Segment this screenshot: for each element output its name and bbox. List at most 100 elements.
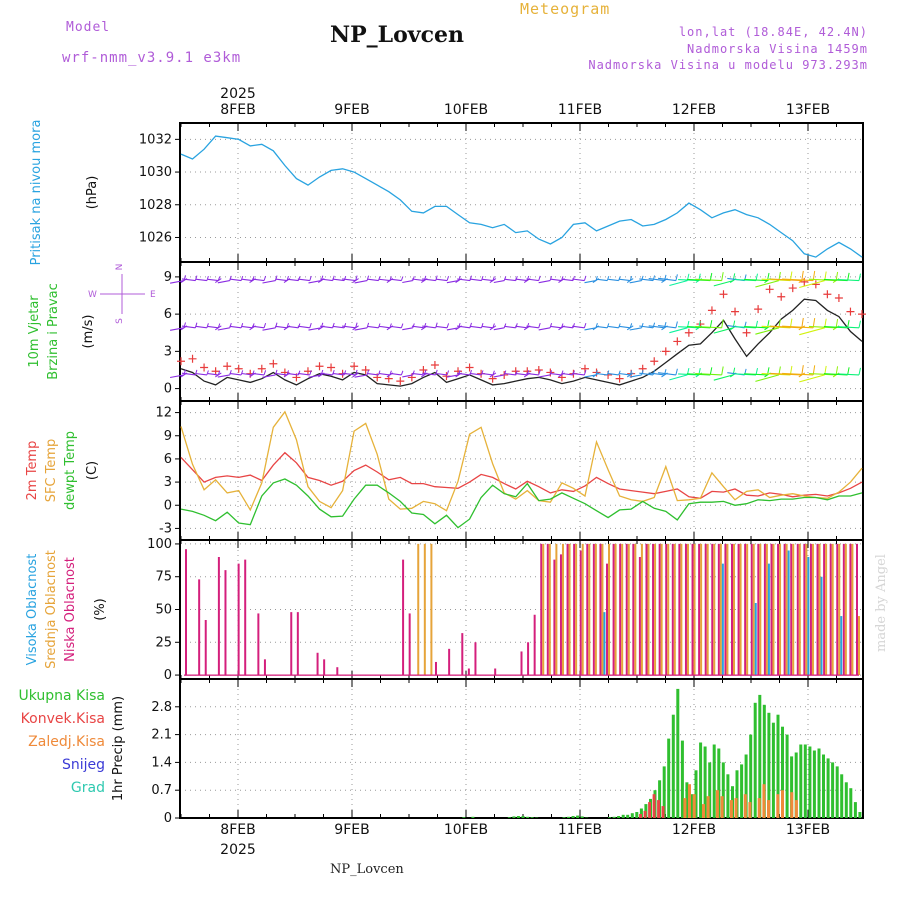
wind-barb (332, 325, 345, 329)
wind-barb (391, 278, 402, 282)
wind-barb (713, 374, 734, 381)
wind-barb-flag (515, 323, 518, 328)
wind-barb (837, 326, 860, 329)
wind-barb (618, 372, 631, 376)
precip-bar (680, 740, 684, 818)
wind-barb-flag (538, 370, 541, 376)
precip-bar (790, 792, 794, 818)
wind-barb (367, 373, 379, 376)
precip-bar (617, 816, 621, 818)
precip-bar (757, 798, 761, 818)
compass-e: E (150, 290, 156, 300)
wind-barb (469, 325, 482, 329)
y-tick-label: 1.4 (151, 755, 172, 770)
x-tick-label-bottom: 9FEB (334, 822, 369, 838)
wind-barb (207, 373, 219, 376)
x-tick-label-top: 8FEB (220, 102, 255, 118)
wind-barb-flag (858, 273, 861, 281)
wind-barb-flag (583, 370, 587, 376)
gust-marker (465, 363, 474, 372)
wind-barb (308, 280, 322, 284)
wind-barb-flag (366, 369, 370, 376)
wind-barb (735, 279, 757, 282)
x-tick-label-top: 13FEB (786, 102, 830, 118)
wind-barb (550, 325, 562, 329)
precip-bar (635, 812, 639, 818)
wind-barb-flag (332, 275, 335, 281)
wind-barb (297, 278, 310, 282)
gust-marker (731, 307, 740, 316)
wind-barb-flag (835, 366, 839, 375)
precip-bar (758, 694, 762, 818)
gust-marker (177, 357, 185, 366)
wind-barb-flag (526, 322, 530, 328)
precip-bar (835, 766, 839, 818)
precip-bar (749, 734, 753, 818)
gust-marker (327, 363, 336, 372)
y-tick-label: -3 (159, 521, 172, 536)
x-tick-label-top: 9FEB (334, 102, 369, 118)
wind-barb-flag (652, 275, 656, 281)
wind-barb (755, 327, 780, 335)
y-tick-label: 3 (164, 344, 172, 359)
wind-barb-flag (400, 276, 404, 281)
precip-bar (853, 802, 857, 818)
wind-barb-flag (641, 370, 644, 376)
wind-barb-flag (847, 320, 850, 328)
wind-barb-flag (858, 320, 861, 328)
unit-label: (hPa) (85, 176, 100, 210)
wind-barb (262, 280, 276, 284)
wind-barb-flag (332, 322, 335, 328)
precip-bar (858, 812, 862, 818)
y-tick-label: 6 (164, 307, 172, 322)
y-tick-label: 9 (164, 429, 172, 444)
wind-barb-flag (320, 369, 324, 376)
wind-barb-flag (400, 323, 404, 328)
wind-barb (435, 325, 448, 329)
wind-barb (217, 327, 230, 331)
wind-barb-flag (583, 275, 587, 281)
precip-bar (643, 810, 647, 818)
wind-barb (402, 374, 413, 378)
coords-label: lon,lat (18.84E, 42.4N) (678, 25, 868, 39)
wind-barb (217, 374, 230, 378)
axis-title: Pritisak na nivou mora (29, 120, 44, 266)
wind-barb-flag (503, 276, 507, 281)
footer-title: NP_Lovcen (330, 862, 404, 877)
wind-barb-flag (652, 369, 656, 376)
wind-barb (782, 372, 814, 376)
gust-marker (430, 361, 439, 370)
wind-barb (596, 372, 608, 376)
precip-bar (703, 746, 707, 818)
wind-barb-flag (423, 322, 427, 328)
wind-barb-flag (194, 322, 198, 328)
gust-marker (823, 290, 832, 299)
series-brzina (180, 298, 863, 387)
y-tick-label: 12 (155, 406, 172, 421)
precip-bar (822, 754, 825, 818)
wind-barb-feather (489, 325, 497, 331)
legend-label: Zaledj.Kisa (28, 734, 105, 750)
axis-title: Brzina i Pravac (46, 283, 61, 380)
wind-barb (275, 372, 288, 376)
wind-barb (678, 326, 699, 329)
model-elevation-label: Nadmorska Visina u modelu 973.293m (588, 58, 868, 72)
series-pritisak (180, 135, 863, 258)
precip-bar (626, 814, 630, 818)
wind-barb-flag (606, 323, 610, 328)
wind-barb (629, 327, 642, 331)
wind-barb (422, 278, 436, 282)
precip-bar (512, 816, 516, 818)
wind-barb-flag (755, 320, 758, 328)
precip-bar (685, 782, 689, 818)
precip-bar (706, 796, 710, 818)
wind-barb (332, 278, 345, 282)
wind-barb (391, 325, 402, 329)
x-tick-label-bottom: 10FEB (444, 822, 488, 838)
wind-barb (561, 372, 574, 376)
wind-barb (287, 278, 299, 282)
wind-barb-flag (412, 370, 415, 376)
precip-bar (794, 800, 798, 818)
wind-barb-feather (489, 372, 497, 378)
precip-bar (712, 744, 716, 818)
